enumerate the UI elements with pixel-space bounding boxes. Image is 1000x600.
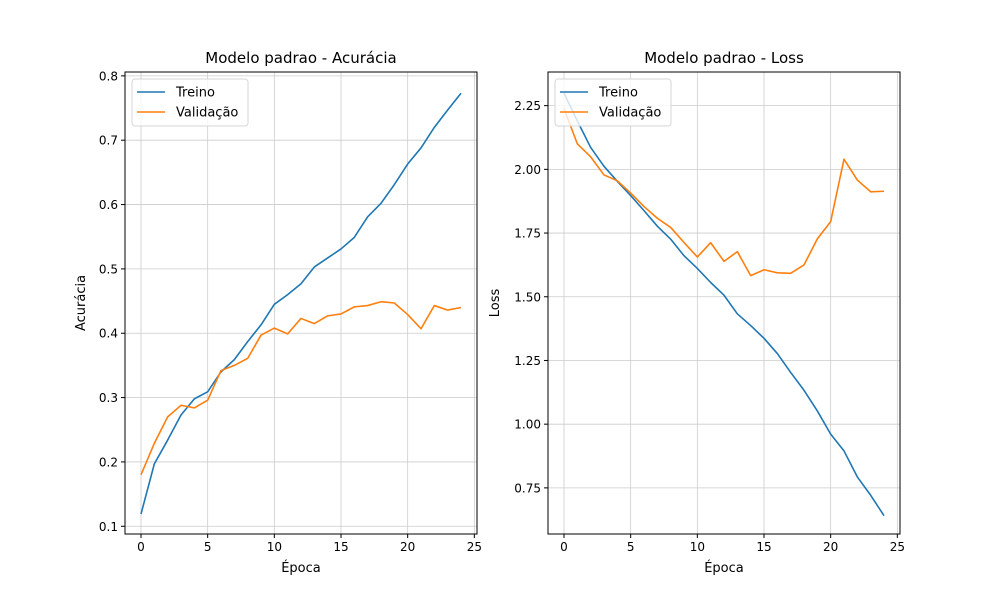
- x-tick-label: 20: [400, 540, 415, 554]
- y-tick-label: 0.75: [514, 481, 541, 495]
- series-line-validation: [563, 108, 885, 277]
- x-tick-label: 10: [690, 540, 705, 554]
- x-tick-label: 5: [204, 540, 212, 554]
- x-tick-label: 0: [137, 540, 145, 554]
- chart-panel-2: 0 5 10 15 20 25 0.75 1.00 1.25 1.50 1.75 2.00 2.25 Mo…: [488, 49, 905, 576]
- series-line-validation: [140, 300, 462, 476]
- chart-panel-1: 0 5 10 15 20 25 0.1 0.2 0.3 0.4 0.5 0.6 0.7 0.8 Modelo…: [74, 49, 482, 576]
- legend-box: [131, 78, 249, 127]
- y-tick-label: 0.4: [99, 327, 118, 341]
- y-axis-label: Loss: [488, 289, 503, 318]
- legend: Treino Validação: [554, 78, 672, 127]
- legend-label: Validação: [176, 106, 238, 121]
- x-tick-label: 15: [333, 540, 348, 554]
- x-tick-label: 20: [823, 540, 838, 554]
- x-tick-label: 25: [467, 540, 482, 554]
- y-axis-label: Acurácia: [74, 275, 89, 331]
- y-tick-label: 1.50: [514, 290, 541, 304]
- legend-label: Validação: [599, 106, 661, 121]
- y-tick-label: 0.3: [99, 391, 118, 405]
- x-tick-label: 10: [267, 540, 282, 554]
- y-tick-label: 0.7: [99, 134, 118, 148]
- series-line-train: [140, 92, 462, 515]
- y-tick-label: 0.1: [99, 520, 118, 534]
- y-tick-label: 0.6: [99, 198, 118, 212]
- x-tick-label: 15: [756, 540, 771, 554]
- x-tick-label: 25: [890, 540, 905, 554]
- x-tick-label: 5: [627, 540, 635, 554]
- x-tick-label: 0: [560, 540, 568, 554]
- chart-title: Modelo padrao - Acurácia: [205, 49, 396, 67]
- legend-label: Treino: [175, 86, 215, 101]
- legend-label: Treino: [598, 86, 638, 101]
- legend: Treino Validação: [131, 78, 249, 127]
- y-tick-label: 1.00: [514, 418, 541, 432]
- y-tick-label: 0.5: [99, 262, 118, 276]
- legend-box: [554, 78, 672, 127]
- y-tick-label: 2.00: [514, 163, 541, 177]
- x-axis-label: Época: [704, 560, 744, 576]
- chart-title: Modelo padrao - Loss: [644, 49, 804, 67]
- y-tick-label: 2.25: [514, 99, 541, 113]
- y-tick-label: 1.25: [514, 354, 541, 368]
- y-tick-label: 0.8: [99, 69, 118, 83]
- axes-frame: [547, 71, 901, 535]
- x-axis-label: Época: [281, 560, 321, 576]
- series-line-train: [563, 92, 885, 517]
- y-tick-label: 1.75: [514, 227, 541, 241]
- y-tick-label: 0.2: [99, 455, 118, 469]
- axes-frame: [124, 71, 478, 535]
